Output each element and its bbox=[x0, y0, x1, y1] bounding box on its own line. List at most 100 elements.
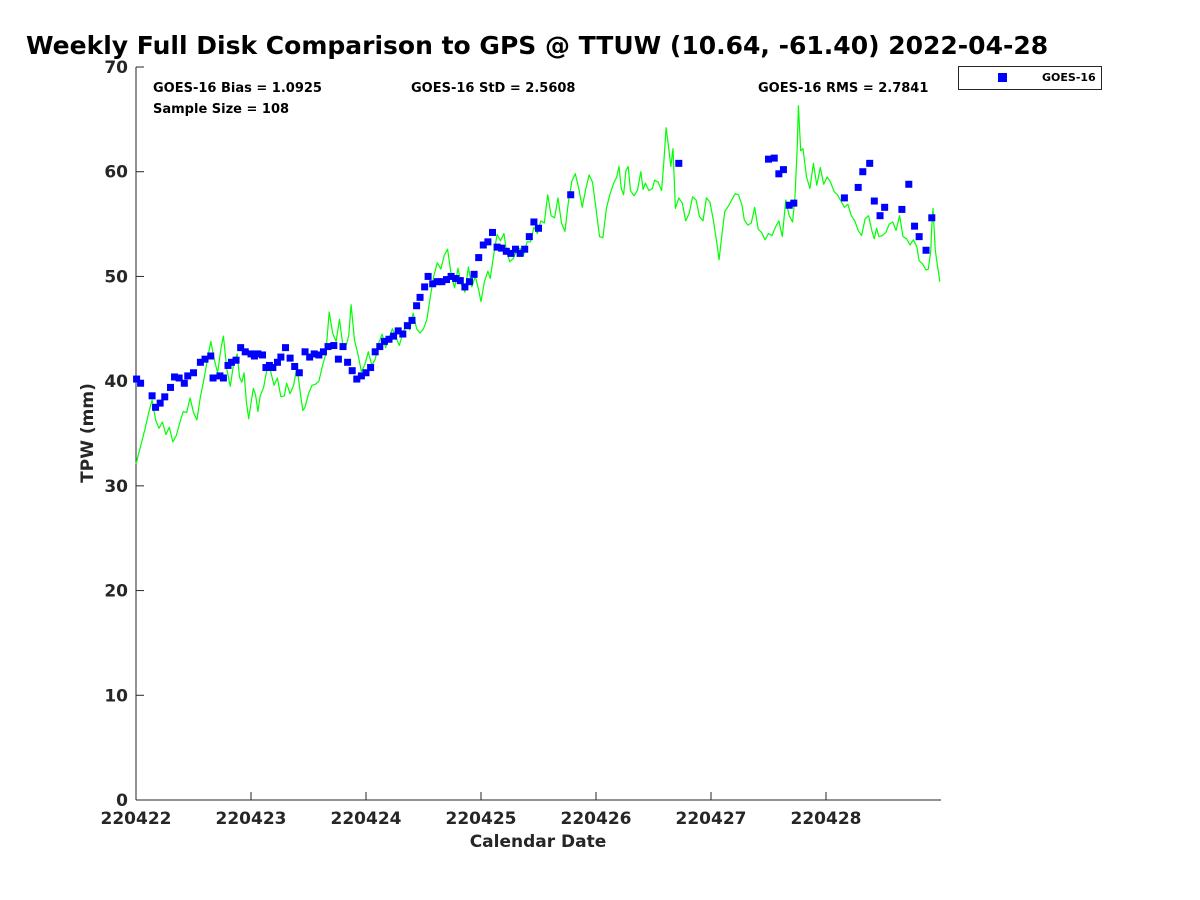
goes16-data-point bbox=[310, 350, 318, 358]
goes16-data-point bbox=[466, 278, 473, 286]
goes16-data-point bbox=[484, 238, 492, 246]
goes16-data-point bbox=[452, 275, 460, 283]
legend-box bbox=[958, 66, 1102, 90]
goes16-data-point bbox=[433, 278, 441, 286]
goes16-data-point bbox=[475, 254, 483, 262]
x-tick-label: 220426 bbox=[561, 809, 632, 829]
y-axis-label: TPW (mm) bbox=[78, 383, 98, 483]
goes16-data-point bbox=[424, 272, 432, 280]
goes16-data-point bbox=[390, 332, 398, 340]
goes16-data-point bbox=[840, 194, 848, 202]
x-tick-label: 220428 bbox=[791, 809, 862, 829]
goes16-data-point bbox=[770, 154, 778, 162]
goes16-data-point bbox=[403, 322, 411, 330]
goes16-data-point bbox=[180, 379, 188, 387]
y-tick-label: 40 bbox=[104, 372, 128, 392]
bias-stat: GOES-16 Bias = 1.0925 bbox=[153, 81, 322, 96]
chart-title: Weekly Full Disk Comparison to GPS @ TTU… bbox=[26, 31, 1048, 60]
goes16-data-point bbox=[461, 283, 469, 291]
goes16-data-point bbox=[362, 369, 370, 377]
goes16-data-point bbox=[319, 348, 327, 356]
legend-marker-icon bbox=[998, 73, 1007, 82]
goes16-data-point bbox=[512, 245, 519, 253]
goes16-data-point bbox=[367, 364, 375, 372]
goes16-data-point bbox=[779, 166, 787, 174]
goes16-data-point bbox=[470, 270, 478, 278]
goes16-data-point bbox=[516, 249, 524, 257]
x-axis: 220422 220423 220424 220425 220426 220427 2204… bbox=[101, 792, 862, 829]
gps-tpw-line bbox=[135, 105, 941, 465]
goes16-data-point bbox=[357, 372, 365, 380]
goes16-data-point bbox=[385, 335, 393, 343]
goes16-data-point bbox=[133, 375, 141, 383]
legend-label-goes16: GOES-16 bbox=[1042, 71, 1096, 84]
std-stat: GOES-16 StD = 2.5608 bbox=[411, 81, 575, 96]
goes16-data-point bbox=[371, 348, 379, 356]
goes16-data-point bbox=[219, 374, 227, 382]
gps-series bbox=[135, 105, 941, 465]
goes16-data-point bbox=[429, 280, 437, 288]
goes16-data-point bbox=[399, 330, 407, 338]
goes16-data-point bbox=[237, 344, 245, 352]
goes16-series bbox=[133, 154, 936, 411]
goes16-data-point bbox=[269, 364, 277, 372]
goes16-data-point bbox=[156, 399, 164, 407]
goes16-data-point bbox=[315, 351, 323, 359]
goes16-data-point bbox=[785, 201, 793, 209]
goes16-data-point bbox=[301, 348, 309, 356]
goes16-data-point bbox=[866, 159, 874, 167]
goes16-data-point bbox=[567, 191, 575, 199]
y-tick-label: 50 bbox=[104, 267, 128, 287]
sample-size-stat: Sample Size = 108 bbox=[153, 102, 289, 117]
y-tick-label: 10 bbox=[104, 686, 128, 706]
goes16-data-point bbox=[324, 343, 332, 351]
goes16-data-point bbox=[380, 337, 388, 345]
goes16-data-point bbox=[344, 358, 352, 366]
goes16-data-point bbox=[190, 369, 197, 377]
goes16-data-point bbox=[152, 403, 160, 411]
goes16-data-point bbox=[291, 362, 299, 370]
goes16-data-point bbox=[765, 155, 772, 163]
goes16-data-point bbox=[416, 293, 424, 301]
goes16-data-point bbox=[521, 245, 529, 253]
goes16-data-point bbox=[493, 243, 501, 251]
goes16-data-point bbox=[870, 197, 878, 205]
goes16-data-point bbox=[408, 316, 416, 324]
goes16-data-point bbox=[339, 343, 347, 351]
goes16-data-point bbox=[854, 183, 862, 191]
goes16-data-point bbox=[376, 343, 384, 351]
x-tick-label: 220422 bbox=[101, 809, 172, 829]
goes16-data-point bbox=[209, 374, 217, 382]
goes16-data-point bbox=[507, 249, 515, 257]
goes16-data-point bbox=[175, 374, 183, 382]
goes16-data-point bbox=[273, 358, 281, 366]
goes16-data-point bbox=[277, 353, 285, 361]
goes16-data-point bbox=[502, 247, 510, 255]
y-tick-label: 20 bbox=[104, 582, 128, 602]
goes16-data-point bbox=[915, 233, 923, 241]
goes16-data-point bbox=[394, 327, 402, 335]
x-tick-label: 220425 bbox=[446, 809, 517, 829]
goes16-data-point bbox=[859, 168, 867, 176]
goes16-data-point bbox=[259, 351, 266, 359]
goes16-data-point bbox=[905, 180, 913, 188]
goes16-data-point bbox=[167, 383, 174, 391]
goes16-data-point bbox=[171, 373, 179, 381]
x-axis-label: Calendar Date bbox=[470, 832, 607, 852]
goes16-data-point bbox=[413, 302, 421, 310]
goes16-data-point bbox=[353, 375, 361, 383]
goes16-data-point bbox=[790, 199, 798, 207]
goes16-data-point bbox=[227, 358, 235, 366]
legend: GOES-16 bbox=[958, 66, 1102, 90]
goes16-data-point bbox=[286, 354, 294, 362]
goes16-data-point bbox=[137, 379, 145, 387]
goes16-data-point bbox=[254, 350, 262, 358]
goes16-data-point bbox=[421, 283, 429, 291]
goes16-data-point bbox=[201, 355, 209, 363]
goes16-data-point bbox=[898, 205, 906, 213]
goes16-data-point bbox=[498, 244, 506, 252]
goes16-data-point bbox=[675, 159, 683, 167]
y-tick-label: 30 bbox=[104, 477, 128, 497]
y-tick-label: 0 bbox=[116, 791, 128, 811]
